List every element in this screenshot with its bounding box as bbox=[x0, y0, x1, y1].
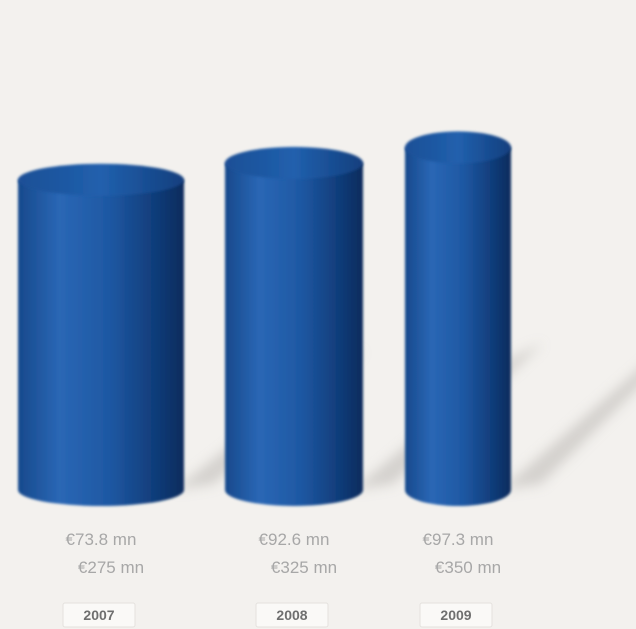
category-label: 2007 bbox=[83, 607, 114, 623]
bar-2008 bbox=[225, 146, 363, 506]
value-label: €275 mn bbox=[78, 558, 144, 577]
category-label: 2009 bbox=[440, 607, 471, 623]
value-label: €325 mn bbox=[271, 558, 337, 577]
category-box bbox=[62, 602, 136, 628]
category-box bbox=[419, 602, 493, 628]
bar-body bbox=[225, 162, 363, 506]
bar-top bbox=[405, 131, 511, 164]
bar-shadow bbox=[501, 371, 636, 490]
value-label: €73.8 mn bbox=[66, 530, 137, 549]
value-label: €97.3 mn bbox=[423, 530, 494, 549]
category-box bbox=[255, 602, 329, 628]
bars bbox=[18, 131, 511, 506]
category-label: 2008 bbox=[276, 607, 307, 623]
bar-2007 bbox=[18, 163, 184, 506]
bar-top bbox=[18, 163, 184, 196]
bar-labels: €73.8 mn €275 mn 2007 €92.6 mn €325 mn 2008 €9… bbox=[62, 530, 501, 628]
bar-body bbox=[405, 147, 511, 506]
bar-body bbox=[18, 179, 184, 506]
bar-top bbox=[225, 146, 363, 179]
bar-2009 bbox=[405, 131, 511, 506]
value-label: €92.6 mn bbox=[259, 530, 330, 549]
value-label: €350 mn bbox=[435, 558, 501, 577]
